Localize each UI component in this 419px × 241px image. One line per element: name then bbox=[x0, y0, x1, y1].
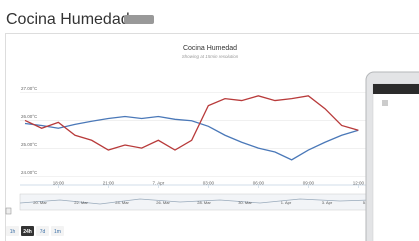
navigator-label: 22. Mar bbox=[74, 200, 88, 205]
tablet-screen bbox=[373, 84, 419, 241]
page: Cocina Humedad Cocina Humedad Showing at… bbox=[0, 0, 419, 241]
navigator-label: 26. Mar bbox=[156, 200, 170, 205]
range-button-label[interactable]: 1m bbox=[54, 229, 61, 235]
range-button-label[interactable]: 24h bbox=[23, 229, 32, 235]
tablet-bar bbox=[373, 84, 419, 94]
y-tick-label: 27.00°C bbox=[21, 86, 38, 91]
chart-subtitle: Showing at 15min resolution bbox=[182, 54, 239, 59]
navigator-label: 1. Apr bbox=[281, 200, 292, 205]
x-tick-label: 09:00 bbox=[303, 181, 315, 186]
chart-title: Cocina Humedad bbox=[183, 45, 237, 52]
x-tick-label: 12:00 bbox=[353, 181, 365, 186]
tablet-icon bbox=[382, 100, 388, 106]
y-tick-label: 25.00°C bbox=[21, 142, 38, 147]
x-tick-label: 7. Apr bbox=[152, 181, 164, 186]
tablet bbox=[366, 72, 419, 241]
navigator-label: 28. Mar bbox=[197, 200, 211, 205]
x-tick-label: 21:00 bbox=[103, 181, 115, 186]
page-title: Cocina Humedad bbox=[6, 11, 130, 28]
scroll-arrow[interactable] bbox=[6, 208, 11, 214]
x-tick-label: 06:00 bbox=[253, 181, 265, 186]
range-button-label[interactable]: 1h bbox=[10, 229, 16, 235]
y-tick-label: 26.00°C bbox=[21, 114, 38, 119]
navigator-label: 30. Mar bbox=[238, 200, 252, 205]
navigator-label: 24. Mar bbox=[115, 200, 129, 205]
screen: Cocina Humedad Cocina Humedad Showing at… bbox=[0, 0, 419, 241]
x-tick-label: 18:00 bbox=[53, 181, 65, 186]
range-button-label[interactable]: 7d bbox=[40, 229, 46, 235]
x-tick-label: 03:00 bbox=[203, 181, 215, 186]
navigator-label: 3. Apr bbox=[322, 200, 333, 205]
navigator[interactable] bbox=[20, 194, 370, 210]
navigator-label: 20. Mar bbox=[33, 200, 47, 205]
y-tick-label: 24.00°C bbox=[21, 170, 38, 175]
badge bbox=[124, 15, 154, 24]
